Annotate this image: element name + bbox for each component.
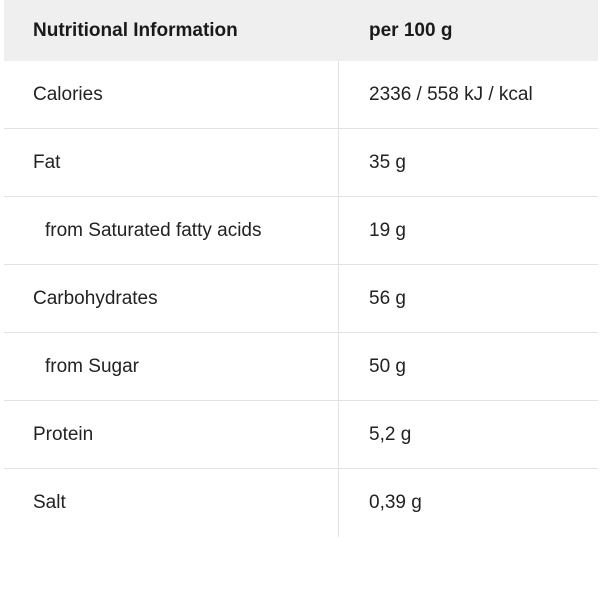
row-value: 35 g [369, 151, 406, 173]
table-row-calories: Calories 2336 / 558 kJ / kcal [4, 61, 598, 129]
row-label: Salt [4, 469, 339, 537]
table-row-protein: Protein 5,2 g [4, 401, 598, 469]
row-value: 50 g [369, 355, 406, 377]
row-label: from Sugar [4, 333, 339, 400]
header-label: Nutritional Information [33, 19, 238, 41]
nutrition-table: Nutritional Information per 100 g Calori… [4, 0, 598, 537]
row-label: Carbohydrates [4, 265, 339, 332]
row-value: 19 g [369, 219, 406, 241]
row-label: Protein [4, 401, 339, 468]
table-row-salt: Salt 0,39 g [4, 469, 598, 537]
header-value: per 100 g [369, 19, 453, 41]
table-row-sugar: from Sugar 50 g [4, 333, 598, 401]
row-value: 0,39 g [369, 492, 422, 513]
table-row-carbohydrates: Carbohydrates 56 g [4, 265, 598, 333]
row-label: Fat [4, 129, 339, 196]
table-row-saturated-fat: from Saturated fatty acids 19 g [4, 197, 598, 265]
table-header-row: Nutritional Information per 100 g [4, 0, 598, 61]
row-value: 2336 / 558 kJ / kcal [369, 83, 533, 105]
row-value: 56 g [369, 287, 406, 309]
row-label: from Saturated fatty acids [4, 197, 339, 264]
table-row-fat: Fat 35 g [4, 129, 598, 197]
row-value: 5,2 g [369, 423, 412, 445]
row-label: Calories [4, 61, 339, 128]
